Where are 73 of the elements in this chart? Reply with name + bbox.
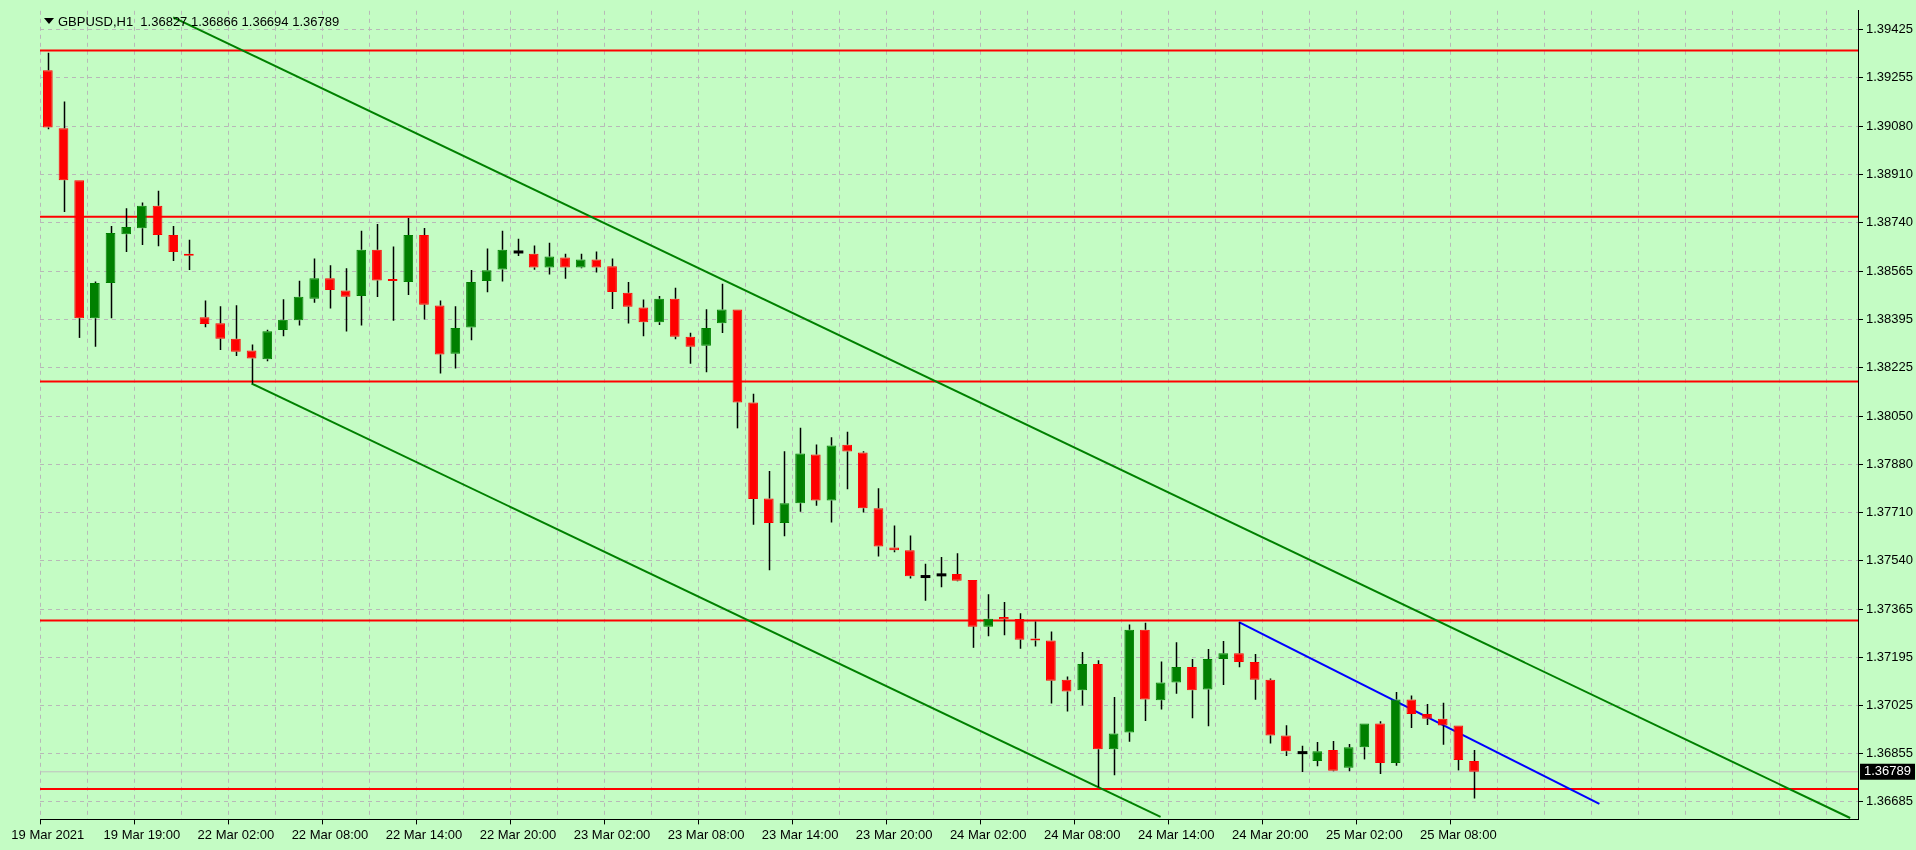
candlestick [701,308,711,374]
candlestick [403,217,414,296]
candlestick [90,282,100,348]
candlestick [1155,660,1166,711]
candlestick [105,225,116,319]
candlestick [544,241,555,276]
x-tick-label: 22 Mar 08:00 [291,826,369,842]
y-tick-label: 1.36685 [1866,792,1914,808]
x-tick-label: 23 Mar 20:00 [855,826,933,842]
y-tick-label: 1.37540 [1866,551,1914,567]
candlestick [434,299,445,375]
y-tick-label: 1.38395 [1866,310,1914,326]
candlestick [779,450,790,537]
candlestick [450,305,461,370]
candlestick [1437,702,1448,746]
candlestick [1108,696,1119,776]
x-tick-label: 19 Mar 2021 [11,826,85,842]
y-tick-label: 1.39255 [1866,68,1914,84]
candlestick [685,332,696,365]
y-tick-label: 1.36855 [1866,744,1914,760]
candlestick [137,201,147,246]
x-tick-label: 19 Mar 19:00 [103,826,181,842]
candlestick [1202,648,1213,727]
y-tick-label: 1.37710 [1866,503,1914,519]
candlestick [1187,658,1197,720]
y-tick-label: 1.39080 [1866,117,1914,133]
candlestick [1140,621,1150,722]
x-tick-label: 23 Mar 14:00 [761,826,839,842]
candlestick [309,257,320,304]
y-tick-label: 1.38565 [1866,262,1914,278]
y-tick-label: 1.38910 [1866,165,1914,181]
candlestick [387,245,398,322]
y-tick-label: 1.37025 [1866,696,1914,712]
candlestick [638,298,649,337]
candlestick [763,470,774,572]
candlestick [920,563,931,602]
x-tick-label: 23 Mar 02:00 [573,826,651,842]
y-tick-label: 1.38050 [1866,408,1914,424]
candlestick [372,223,382,298]
y-tick-label: 1.38225 [1866,358,1914,374]
x-tick-label: 22 Mar 02:00 [197,826,275,842]
y-tick-label: 1.37880 [1866,455,1914,471]
candlestick [356,230,367,327]
candlestick [199,299,210,328]
y-tick-label: 1.38740 [1866,213,1914,229]
x-tick-label: 22 Mar 20:00 [479,826,557,842]
candlestick [497,230,508,283]
x-tick-label: 24 Mar 08:00 [1043,826,1121,842]
x-tick-label: 22 Mar 14:00 [385,826,463,842]
candlestick [1077,651,1088,707]
y-tick-label: 1.37365 [1866,601,1914,617]
candlestick [795,427,805,513]
candlestick [936,556,947,588]
candlestick [419,227,429,321]
candlestick [873,487,884,558]
candlestick [983,593,994,638]
y-tick-label: 1.39425 [1866,20,1914,36]
x-tick-label: 25 Mar 02:00 [1326,826,1403,842]
x-tick-label: 24 Mar 02:00 [949,826,1027,842]
x-tick-label: 25 Mar 08:00 [1420,826,1497,842]
x-tick-label: 23 Mar 08:00 [667,826,745,842]
x-tick-label: 24 Mar 20:00 [1231,826,1309,842]
candlestick [607,257,617,310]
candlestick [58,100,69,213]
ref-line-label: 1.36789 [1864,763,1912,779]
candlestick [168,225,179,262]
candlestick [1046,630,1056,705]
candlestick [1297,745,1308,773]
x-tick-label: 24 Mar 14:00 [1137,826,1215,842]
candlestick [466,269,476,341]
candlestick [1249,653,1260,701]
y-tick-label: 1.37195 [1866,648,1914,664]
candlestick [748,392,758,526]
